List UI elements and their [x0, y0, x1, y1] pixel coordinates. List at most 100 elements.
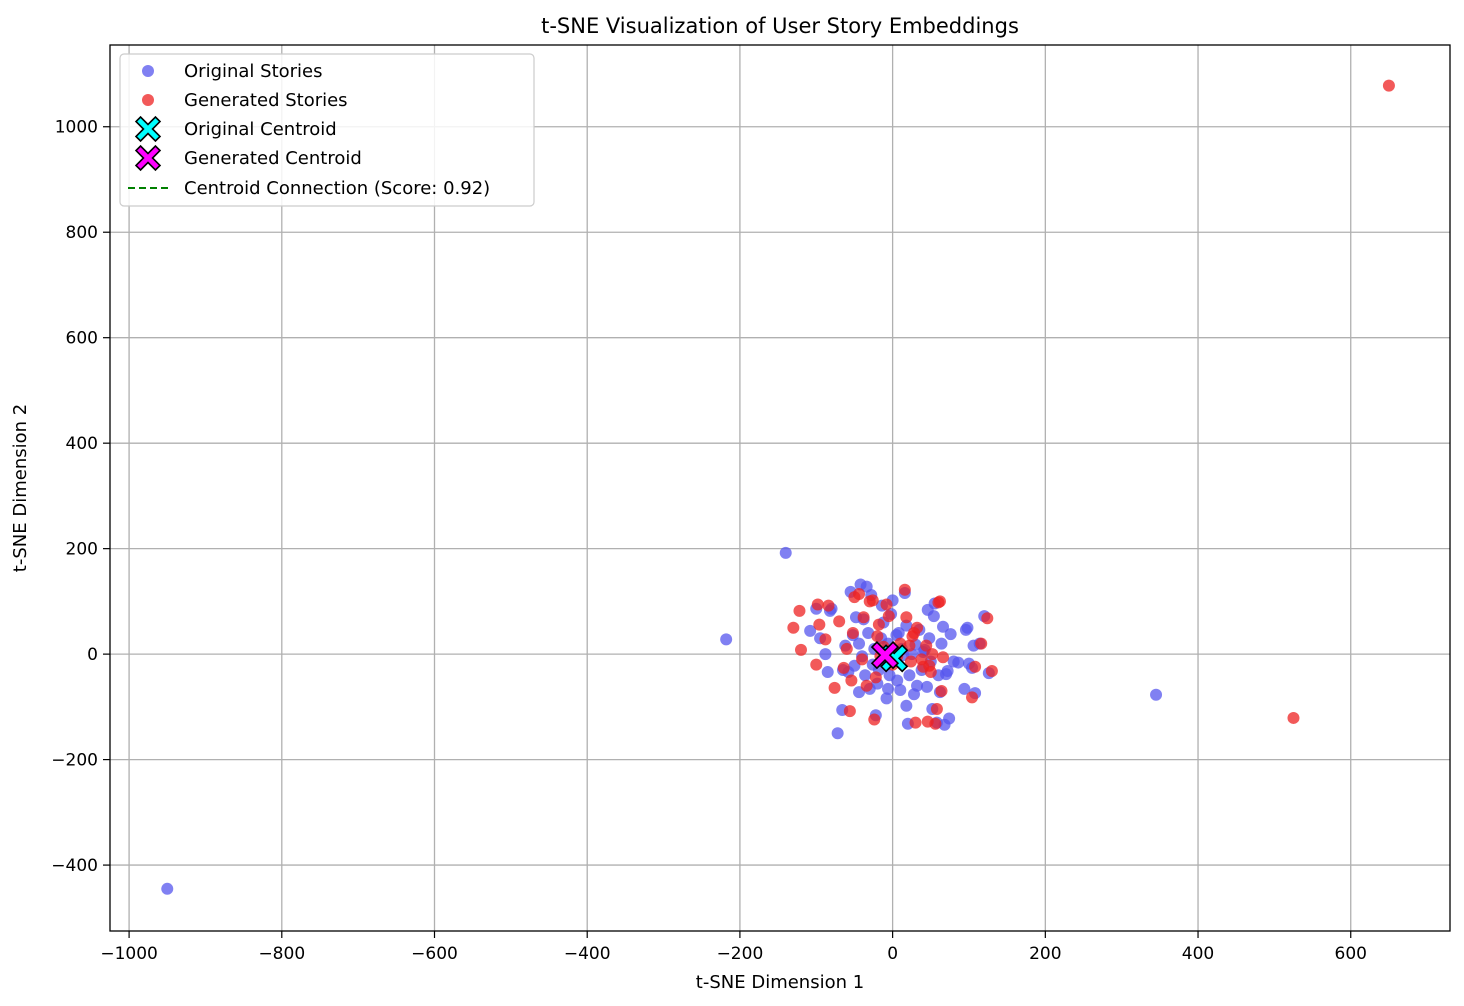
- generated-story-point: [853, 588, 866, 601]
- generated-story-point: [975, 637, 988, 650]
- original-story-point: [937, 620, 950, 633]
- generated-story-point: [787, 621, 800, 634]
- generated-story-point: [911, 621, 924, 634]
- original-stories-series: [161, 546, 1163, 895]
- legend-original-centroid-label: Original Centroid: [184, 119, 337, 140]
- generated-story-point: [898, 583, 911, 596]
- generated-story-point: [845, 674, 858, 687]
- y-tick-label: 400: [66, 434, 98, 454]
- generated-centroid-marker: [870, 641, 900, 670]
- x-tick-label: 600: [1335, 944, 1367, 964]
- original-story-point: [853, 637, 866, 650]
- original-story-point: [779, 546, 792, 559]
- x-tick-label: −200: [717, 944, 764, 964]
- generated-story-point: [840, 642, 853, 655]
- original-story-point: [958, 682, 971, 695]
- generated-story-point: [930, 702, 943, 715]
- grid-lines: [110, 45, 1450, 931]
- generated-story-point: [857, 611, 870, 624]
- x-tick-label: −600: [411, 944, 458, 964]
- original-story-point: [891, 674, 904, 687]
- x-axis-label: t-SNE Dimension 1: [696, 972, 864, 993]
- generated-story-point: [866, 594, 879, 607]
- original-story-point: [821, 666, 834, 679]
- legend-swatch-original: [142, 65, 154, 77]
- generated-story-point: [969, 660, 982, 673]
- generated-story-point: [833, 615, 846, 628]
- generated-story-point: [900, 611, 913, 624]
- original-story-point: [862, 627, 875, 640]
- original-story-point: [935, 637, 948, 650]
- original-story-point: [819, 648, 832, 661]
- generated-stories-series: [787, 79, 1395, 730]
- generated-story-point: [937, 651, 950, 664]
- plot-area: [161, 79, 1395, 895]
- legend-swatch-generated: [142, 94, 154, 106]
- y-tick-label: 0: [87, 645, 98, 665]
- y-tick-label: −200: [51, 751, 98, 771]
- chart-title: t-SNE Visualization of User Story Embedd…: [541, 14, 1019, 38]
- generated-story-point: [819, 633, 832, 646]
- y-tick-label: 200: [66, 540, 98, 560]
- y-axis-label: t-SNE Dimension 2: [10, 404, 31, 572]
- generated-story-point: [872, 618, 885, 631]
- original-story-point: [927, 610, 940, 623]
- original-story-point: [892, 627, 905, 640]
- original-story-point: [882, 682, 895, 695]
- y-tick-label: 600: [66, 329, 98, 349]
- generated-story-point: [933, 595, 946, 608]
- generated-story-point: [811, 598, 824, 611]
- original-story-point: [859, 669, 872, 682]
- generated-story-point: [794, 643, 807, 656]
- generated-story-point: [860, 679, 873, 692]
- generated-story-point: [837, 661, 850, 674]
- y-tick-label: 800: [66, 223, 98, 243]
- generated-story-point: [869, 671, 882, 684]
- y-tick-label: −400: [51, 856, 98, 876]
- original-story-point: [903, 669, 916, 682]
- original-story-point: [900, 619, 913, 632]
- original-story-point: [894, 683, 907, 696]
- generated-story-point: [810, 658, 823, 671]
- original-story-point: [161, 882, 174, 895]
- legend-generated-stories-label: Generated Stories: [184, 90, 348, 111]
- original-story-point: [944, 628, 957, 641]
- legend-swatch-original-centroid: [134, 115, 162, 143]
- original-story-point: [961, 621, 974, 634]
- generated-story-point: [813, 618, 826, 631]
- original-story-point: [900, 699, 913, 712]
- plot-frame: [109, 44, 1451, 932]
- original-story-point: [952, 656, 965, 669]
- original-story-point: [941, 665, 954, 678]
- original-story-point: [720, 633, 733, 646]
- generated-story-point: [935, 685, 948, 698]
- generated-story-point: [880, 598, 893, 611]
- generated-story-point: [822, 599, 835, 612]
- x-tick-label: 0: [887, 944, 898, 964]
- x-tick-label: 400: [1182, 944, 1214, 964]
- legend-original-stories-label: Original Stories: [184, 61, 323, 82]
- original-story-point: [920, 680, 933, 693]
- original-story-point: [880, 692, 893, 705]
- generated-story-point: [828, 681, 841, 694]
- generated-story-point: [966, 691, 979, 704]
- original-story-point: [804, 624, 817, 637]
- legend-box: [119, 53, 535, 207]
- generated-story-point: [846, 627, 859, 640]
- generated-story-point: [1287, 711, 1300, 724]
- legend-swatch-generated-centroid: [134, 144, 162, 172]
- generated-story-point: [904, 655, 917, 668]
- generated-story-point: [856, 653, 869, 666]
- generated-story-point: [926, 648, 939, 661]
- x-tick-label: −800: [258, 944, 305, 964]
- generated-story-point: [981, 612, 994, 625]
- original-story-point: [943, 712, 956, 725]
- generated-story-point: [843, 705, 856, 718]
- generated-story-point: [920, 639, 933, 652]
- x-tick-label: 200: [1029, 944, 1061, 964]
- generated-story-point: [929, 717, 942, 730]
- generated-story-point: [924, 666, 937, 679]
- original-story-point: [911, 679, 924, 692]
- generated-story-point: [793, 604, 806, 617]
- generated-story-point: [871, 630, 884, 643]
